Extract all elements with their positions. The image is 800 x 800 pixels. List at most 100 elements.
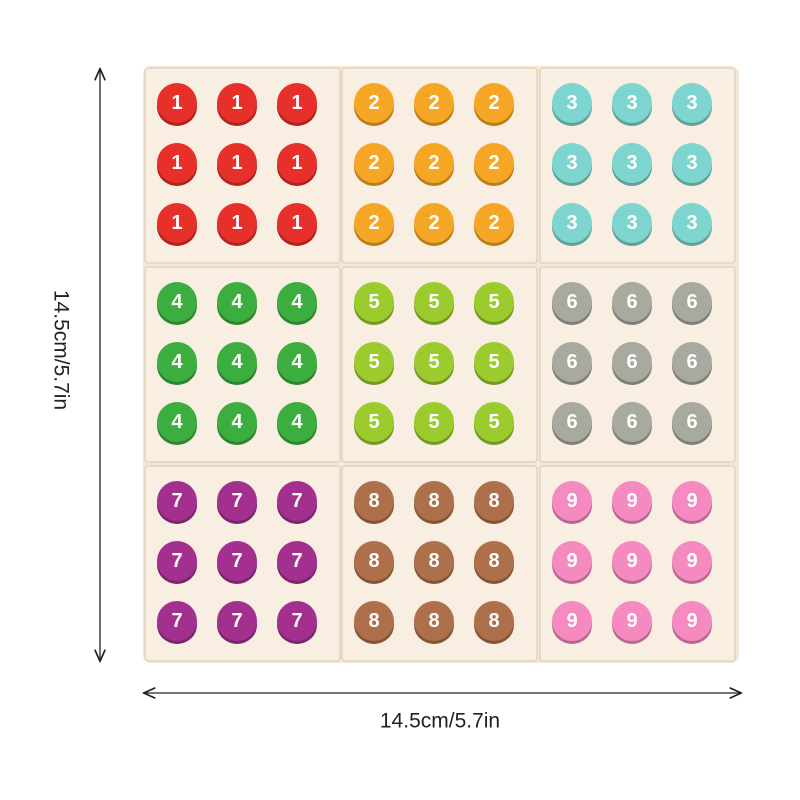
peg-digit: 7 <box>171 550 182 572</box>
peg-digit: 9 <box>566 550 577 572</box>
peg-digit: 1 <box>231 212 242 234</box>
peg-digit: 5 <box>488 411 499 433</box>
peg-digit: 7 <box>171 610 182 632</box>
peg-digit: 8 <box>428 610 439 632</box>
peg <box>552 601 592 641</box>
peg-digit: 2 <box>428 212 439 234</box>
peg <box>217 143 257 183</box>
peg-digit: 2 <box>428 152 439 174</box>
peg-digit: 3 <box>566 152 577 174</box>
peg-digit: 2 <box>488 152 499 174</box>
peg-digit: 3 <box>686 152 697 174</box>
peg-digit: 7 <box>171 490 182 512</box>
block: 4 4 4 4 4 4 4 4 4 <box>144 266 341 463</box>
peg <box>672 541 712 581</box>
peg-digit: 6 <box>566 411 577 433</box>
peg <box>157 541 197 581</box>
peg <box>277 342 317 382</box>
peg <box>552 83 592 123</box>
block: 9 9 9 9 9 9 9 9 9 <box>539 465 736 662</box>
peg-digit: 4 <box>291 291 303 313</box>
peg <box>552 143 592 183</box>
peg <box>157 203 197 243</box>
peg-digit: 9 <box>686 490 697 512</box>
peg <box>414 143 454 183</box>
peg <box>552 203 592 243</box>
peg-digit: 3 <box>686 92 697 114</box>
peg <box>217 282 257 322</box>
peg <box>157 83 197 123</box>
width-label: 14.5cm/5.7in <box>380 710 500 733</box>
peg <box>354 481 394 521</box>
peg <box>474 601 514 641</box>
peg <box>354 282 394 322</box>
peg <box>157 481 197 521</box>
peg <box>217 402 257 442</box>
peg <box>414 203 454 243</box>
peg <box>612 282 652 322</box>
peg <box>157 402 197 442</box>
peg <box>474 282 514 322</box>
peg <box>672 143 712 183</box>
peg-digit: 3 <box>626 92 637 114</box>
peg-digit: 2 <box>368 92 379 114</box>
peg-digit: 7 <box>291 610 302 632</box>
peg <box>217 481 257 521</box>
peg <box>277 83 317 123</box>
peg-digit: 7 <box>291 550 302 572</box>
peg <box>277 203 317 243</box>
peg <box>672 601 712 641</box>
peg <box>277 143 317 183</box>
peg-digit: 1 <box>171 92 182 114</box>
peg-digit: 8 <box>488 490 499 512</box>
peg <box>217 601 257 641</box>
peg <box>414 541 454 581</box>
peg-digit: 8 <box>368 550 379 572</box>
peg <box>277 481 317 521</box>
peg-digit: 6 <box>686 291 697 313</box>
peg-digit: 1 <box>291 212 302 234</box>
peg <box>217 541 257 581</box>
peg <box>612 203 652 243</box>
peg <box>217 342 257 382</box>
peg-digit: 8 <box>488 610 499 632</box>
peg-digit: 2 <box>428 92 439 114</box>
peg <box>552 481 592 521</box>
peg <box>277 402 317 442</box>
peg <box>277 541 317 581</box>
peg-digit: 6 <box>626 291 637 313</box>
peg-digit: 8 <box>428 550 439 572</box>
peg-digit: 4 <box>171 351 183 373</box>
peg-digit: 6 <box>686 351 697 373</box>
block: 7 7 7 7 7 7 7 7 7 <box>144 465 341 662</box>
peg-digit: 1 <box>231 152 242 174</box>
peg <box>354 342 394 382</box>
peg <box>474 541 514 581</box>
peg-digit: 9 <box>566 610 577 632</box>
peg-digit: 6 <box>566 291 577 313</box>
peg <box>157 601 197 641</box>
peg <box>217 83 257 123</box>
peg <box>612 541 652 581</box>
peg-digit: 1 <box>171 152 182 174</box>
peg <box>474 203 514 243</box>
peg-digit: 7 <box>231 610 242 632</box>
peg-digit: 2 <box>488 212 499 234</box>
peg-digit: 4 <box>291 351 303 373</box>
peg <box>612 83 652 123</box>
peg <box>612 342 652 382</box>
peg-digit: 2 <box>368 212 379 234</box>
peg-digit: 7 <box>231 490 242 512</box>
peg <box>672 83 712 123</box>
peg-digit: 8 <box>368 490 379 512</box>
block: 3 3 3 3 3 3 3 3 3 <box>539 67 736 264</box>
peg-digit: 9 <box>626 550 637 572</box>
peg <box>672 282 712 322</box>
peg-digit: 1 <box>291 92 302 114</box>
peg <box>354 83 394 123</box>
block: 2 2 2 2 2 2 2 2 2 <box>341 67 538 264</box>
peg-digit: 4 <box>171 291 183 313</box>
peg <box>277 282 317 322</box>
peg-digit: 5 <box>428 291 439 313</box>
